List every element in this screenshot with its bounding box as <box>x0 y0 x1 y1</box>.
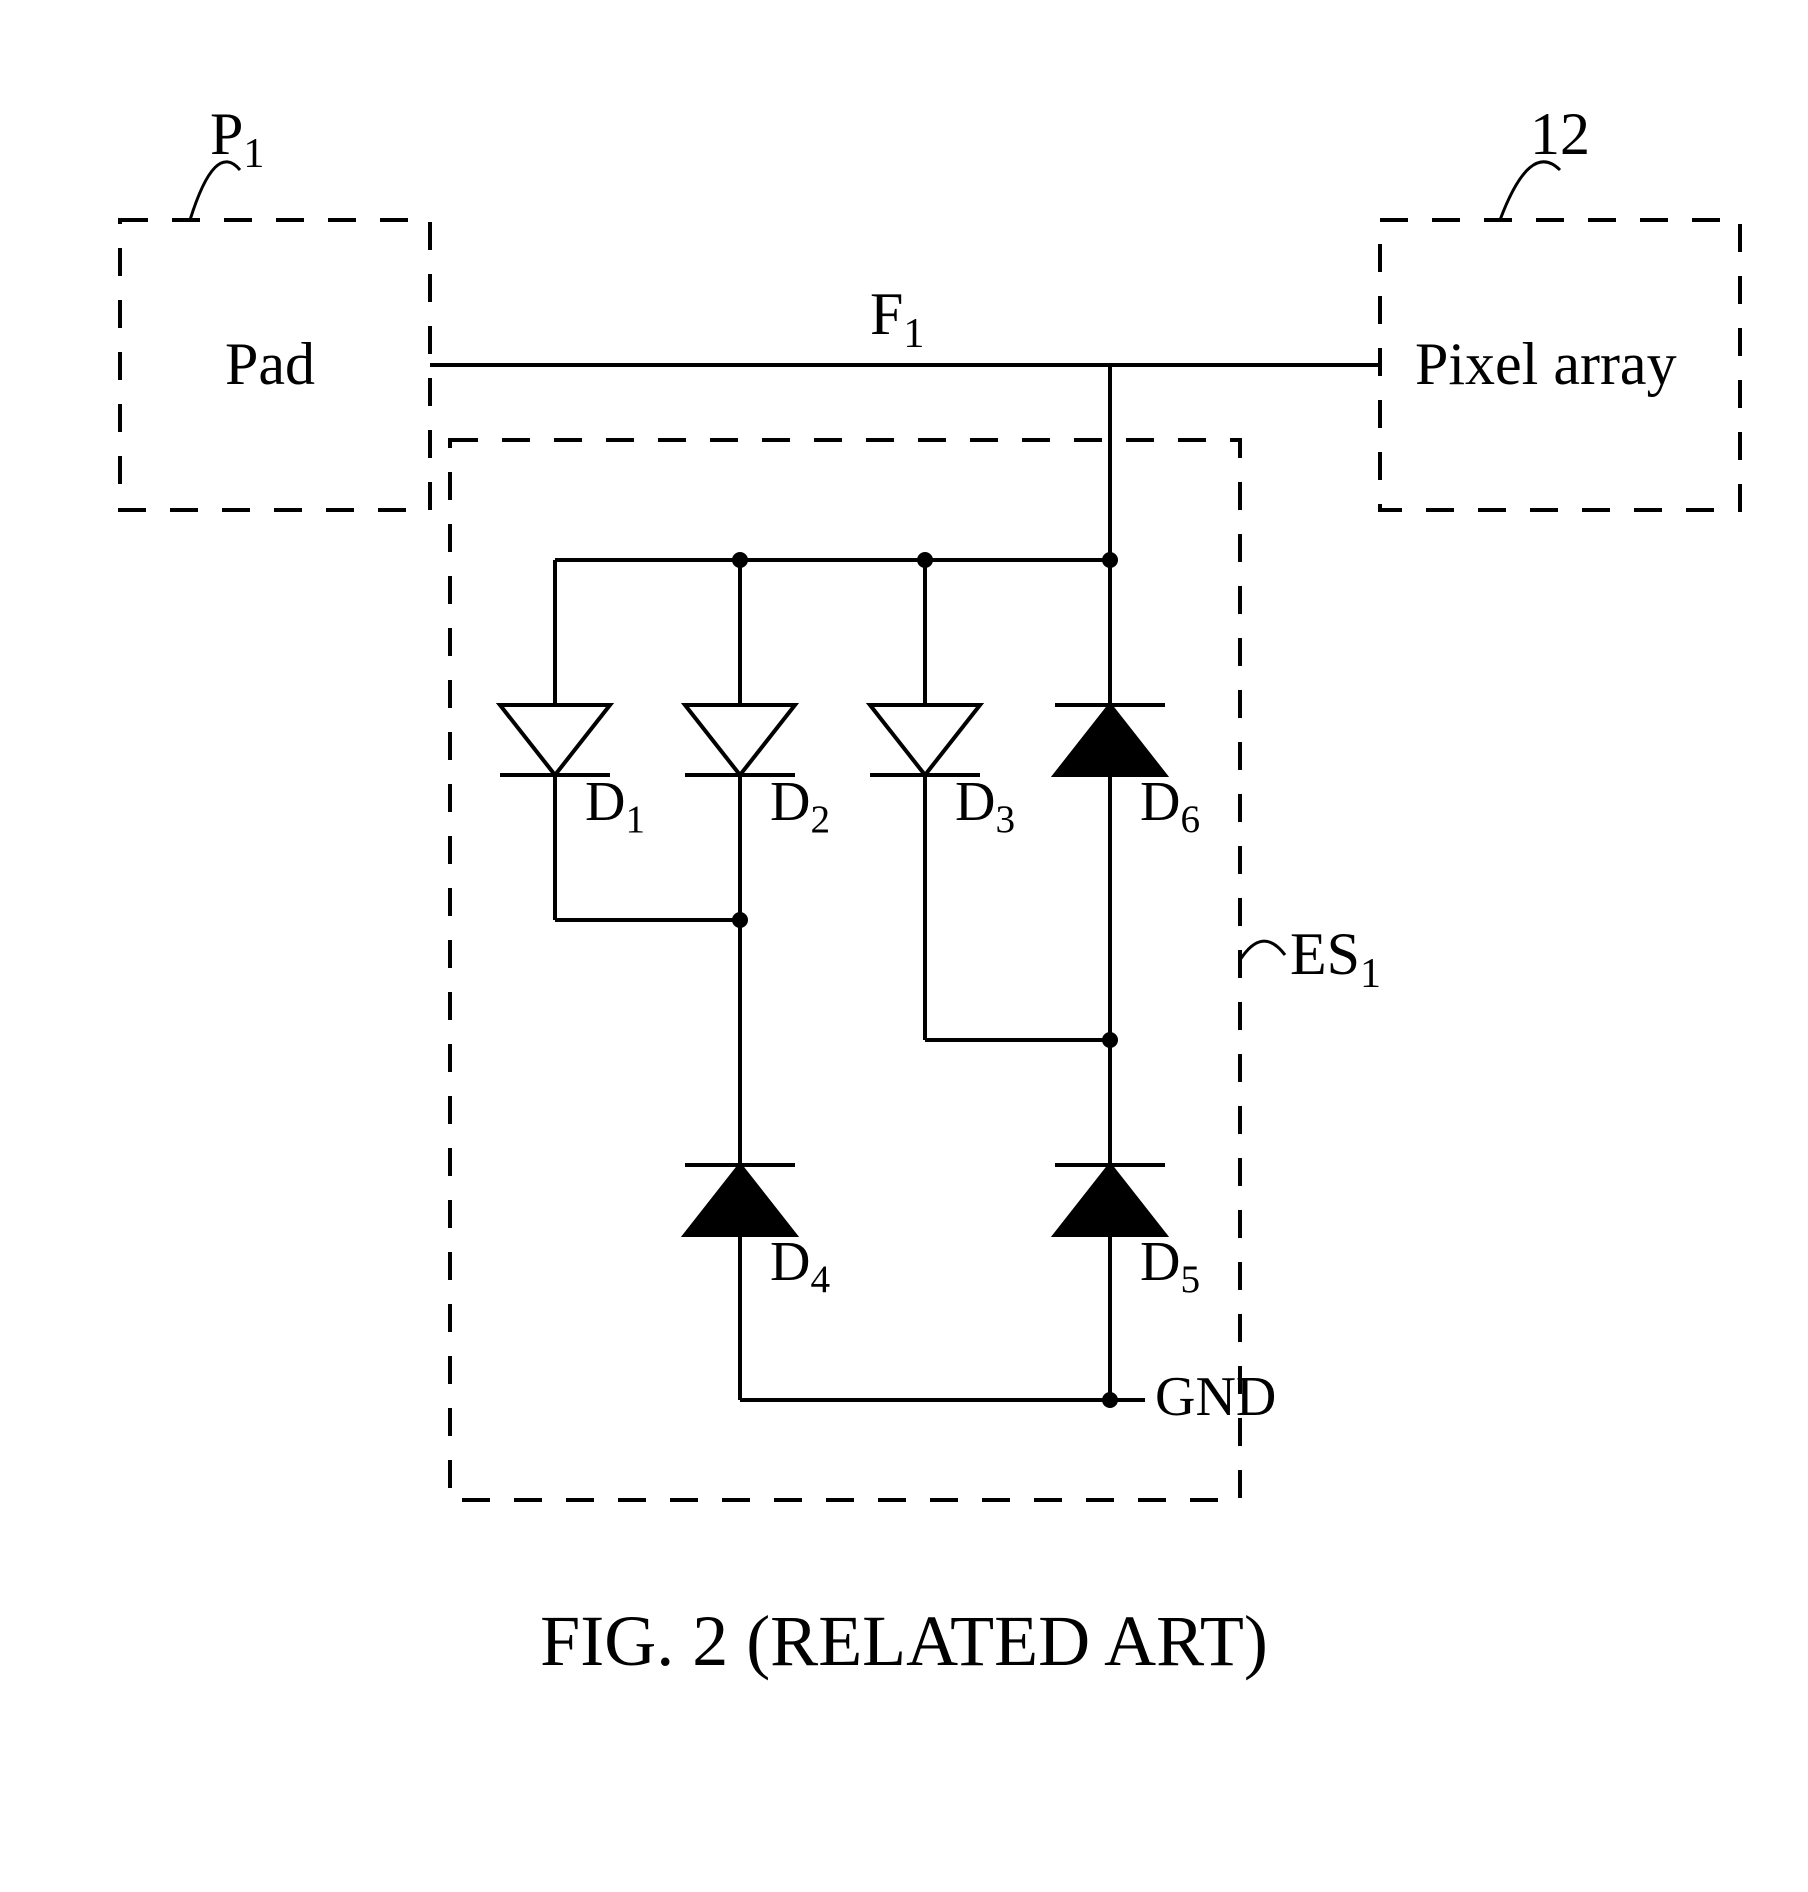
d1-label: D1 <box>585 770 645 842</box>
figure-canvas: P1 12 Pad Pixel array F1 ES1 GND D1 D2 D… <box>0 0 1808 1892</box>
d5-label: D5 <box>1140 1230 1200 1302</box>
d6-label: D6 <box>1140 770 1200 842</box>
f1-label: F1 <box>870 280 924 358</box>
d2-label: D2 <box>770 770 830 842</box>
pixel-array-ref-label: 12 <box>1530 100 1590 169</box>
pixel-array-text: Pixel array <box>1415 330 1677 399</box>
gnd-label: GND <box>1155 1365 1276 1429</box>
figure-caption: FIG. 2 (RELATED ART) <box>0 1600 1808 1683</box>
es1-label: ES1 <box>1290 920 1381 998</box>
pad-text: Pad <box>225 330 315 399</box>
pad-ref-label: P1 <box>210 100 264 178</box>
d4-label: D4 <box>770 1230 830 1302</box>
d3-label: D3 <box>955 770 1015 842</box>
